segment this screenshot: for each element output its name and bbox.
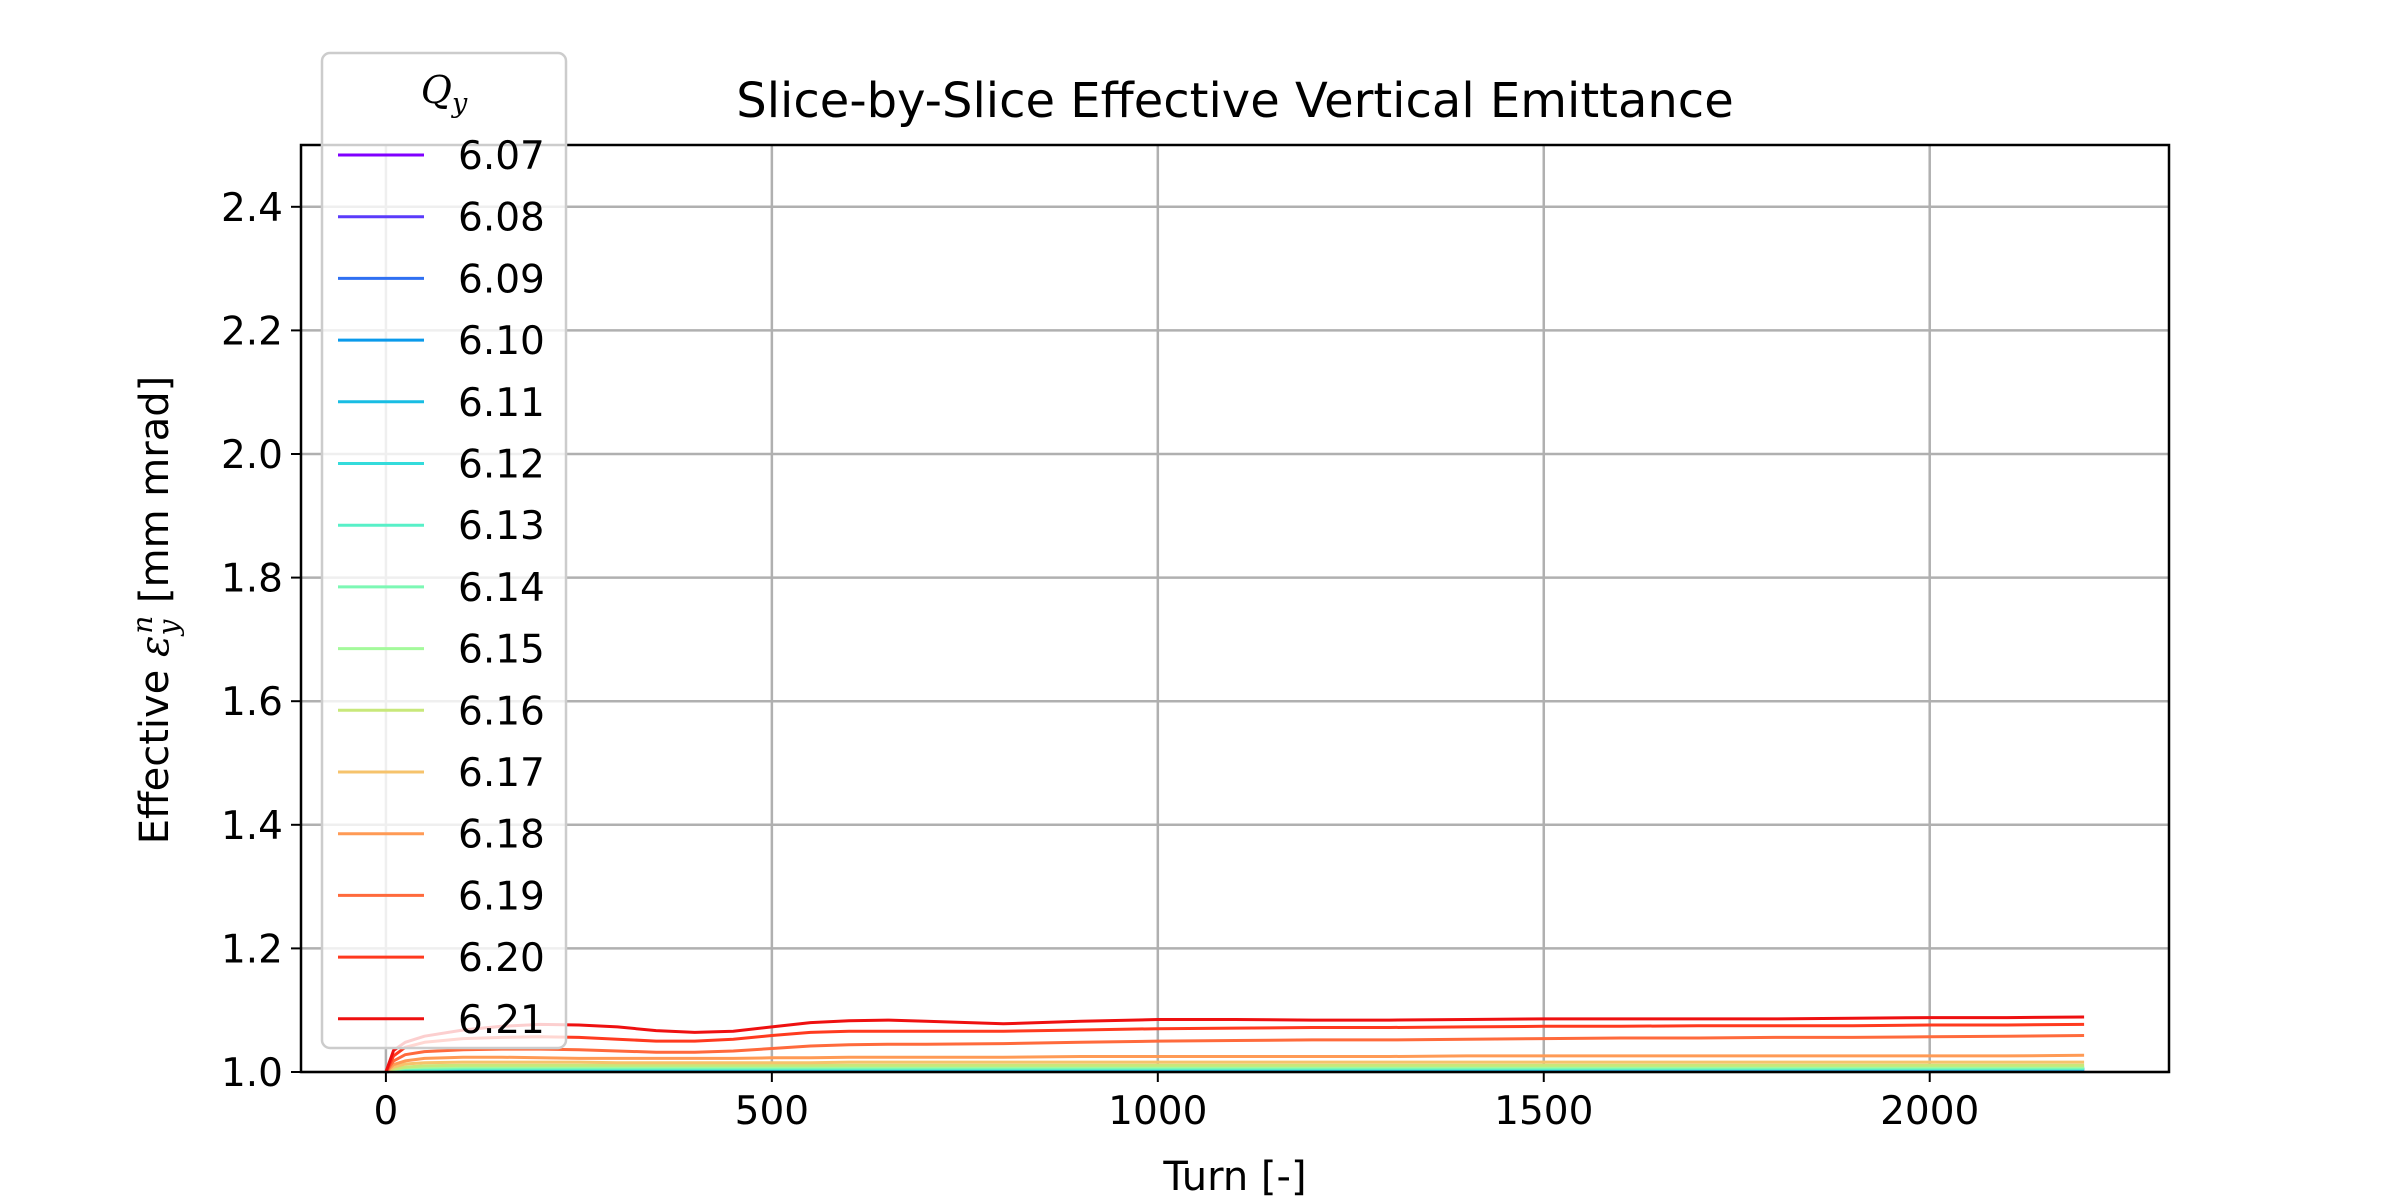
y-tick-label: 1.8 <box>221 557 283 602</box>
y-tick-label: 1.6 <box>221 680 283 725</box>
legend-label: 6.14 <box>458 566 545 611</box>
plot-frame <box>299 143 2171 1074</box>
y-tick-label: 2.4 <box>221 186 283 231</box>
grid-lines <box>301 145 2169 1074</box>
legend-label: 6.18 <box>458 813 545 858</box>
legend-label: 6.13 <box>458 504 545 549</box>
legend-label: 6.17 <box>458 751 545 796</box>
x-tick-label: 1500 <box>1494 1089 1593 1134</box>
legend-label: 6.09 <box>458 257 545 302</box>
legend-label: 6.20 <box>458 936 545 981</box>
x-tick-label: 0 <box>373 1089 398 1134</box>
y-tick-label: 1.0 <box>221 1051 283 1096</box>
y-tick-label: 2.2 <box>221 309 283 354</box>
legend-label: 6.11 <box>458 381 545 426</box>
legend-label: 6.08 <box>458 196 545 241</box>
legend: Qy 6.076.086.096.106.116.126.136.146.156… <box>320 51 568 1050</box>
x-tick-label: 2000 <box>1880 1089 1979 1134</box>
y-tick-label: 2.0 <box>221 433 283 478</box>
x-axis-label: Turn [-] <box>1162 1154 1306 1200</box>
legend-label: 6.12 <box>458 443 545 488</box>
legend-items: 6.07 6.08 6.09 6.10 6.11 6.12 6.13 6.14 6.15 6.16… <box>338 134 545 1043</box>
y-axis-label: Effective εyn [mm mrad] <box>126 376 185 844</box>
legend-label: 6.16 <box>458 689 545 734</box>
legend-label: 6.10 <box>458 319 545 364</box>
legend-title: Qy <box>421 68 468 119</box>
legend-label: 6.19 <box>458 874 545 919</box>
series-line-6.16 <box>385 1063 2085 1074</box>
series-line-6.17 <box>385 1060 2085 1074</box>
legend-label: 6.15 <box>458 628 545 673</box>
y-tick-label: 1.2 <box>221 927 283 972</box>
y-tick-label: 1.4 <box>221 804 283 849</box>
axis-ticks: 0 500 1000 1500 2000 1.0 1.2 1.4 1.6 1.8 2.0 2.2 2.4 <box>221 186 1979 1134</box>
legend-label: 6.07 <box>458 134 545 179</box>
x-tick-label: 500 <box>735 1089 809 1134</box>
chart-title: Slice-by-Slice Effective Vertical Emitta… <box>736 73 1733 129</box>
legend-label: 6.21 <box>458 998 545 1043</box>
series-line-6.18 <box>384 1053 2085 1074</box>
legend-box <box>320 51 568 1050</box>
x-tick-label: 1000 <box>1108 1089 1207 1134</box>
